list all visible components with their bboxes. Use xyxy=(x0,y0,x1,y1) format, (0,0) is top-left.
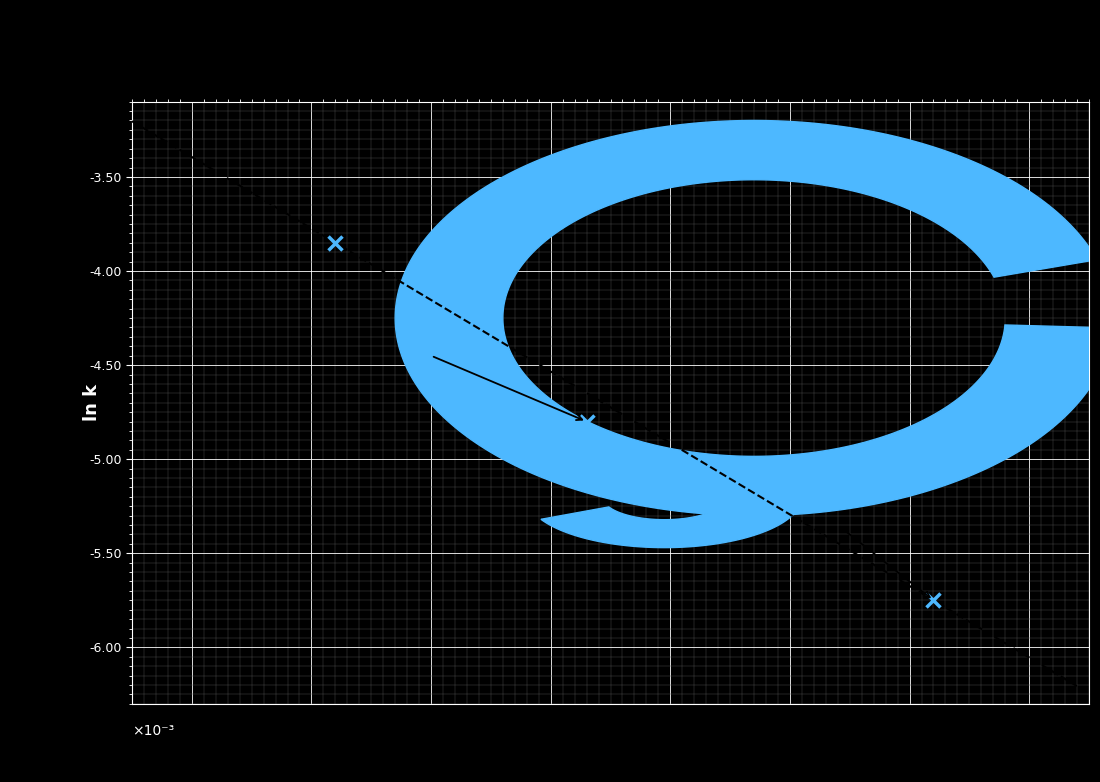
Text: ×10⁻³: ×10⁻³ xyxy=(132,724,174,738)
Text: ln k: ln k xyxy=(84,384,101,421)
Polygon shape xyxy=(541,464,802,547)
Text: ln k: ln k xyxy=(530,15,570,34)
Polygon shape xyxy=(395,120,1100,515)
Text: 1/T (K⁻¹): 1/T (K⁻¹) xyxy=(518,59,582,74)
